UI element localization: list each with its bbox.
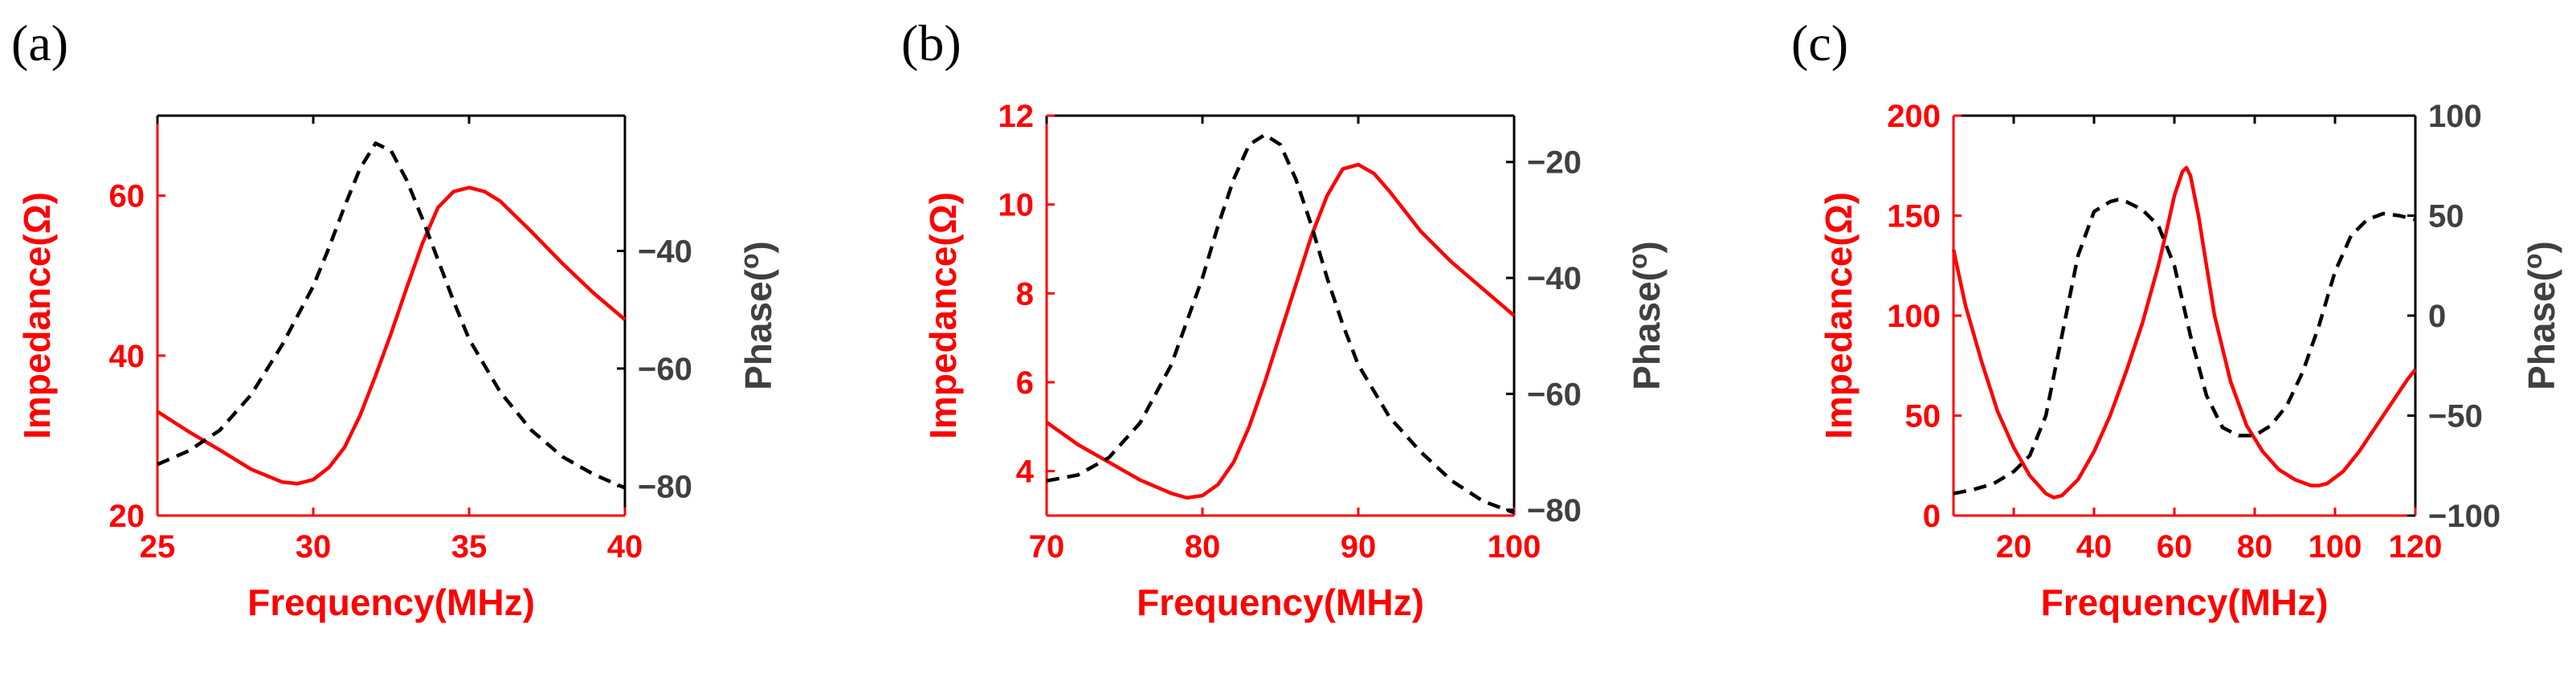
left-y-tick-label: 6 bbox=[1016, 365, 1034, 401]
right-y-tick-label: 0 bbox=[2428, 299, 2446, 334]
panel-label: (a) bbox=[11, 14, 68, 71]
left-y-tick-label: 150 bbox=[1887, 199, 1941, 235]
left-y-tick-label: 60 bbox=[109, 179, 145, 214]
right-y-tick-label: 50 bbox=[2428, 199, 2464, 235]
x-tick-label: 40 bbox=[607, 529, 643, 565]
x-tick-label: 35 bbox=[451, 529, 488, 565]
right-y-tick-label: −40 bbox=[638, 234, 692, 269]
x-tick-label: 100 bbox=[2309, 529, 2362, 565]
left-y-axis-title: Impedance(Ω) bbox=[1818, 192, 1860, 439]
impedance-curve bbox=[1951, 165, 2417, 500]
x-tick-label: 25 bbox=[140, 529, 176, 565]
x-tick-label: 80 bbox=[1185, 529, 1221, 565]
x-tick-label: 30 bbox=[296, 529, 332, 565]
left-y-tick-label: 4 bbox=[1016, 455, 1035, 490]
right-y-tick-label: −80 bbox=[1527, 493, 1582, 528]
left-y-tick-label: 10 bbox=[998, 188, 1035, 223]
right-y-tick-label: −60 bbox=[1527, 377, 1582, 412]
left-y-tick-label: 20 bbox=[109, 499, 145, 534]
left-y-tick-label: 8 bbox=[1016, 276, 1034, 312]
right-y-tick-label: −20 bbox=[1527, 145, 1582, 181]
left-y-tick-label: 0 bbox=[1923, 499, 1941, 534]
x-tick-label: 70 bbox=[1029, 529, 1065, 565]
impedance-curve bbox=[156, 186, 627, 486]
left-y-axis-title: Impedance(Ω) bbox=[16, 192, 58, 439]
impedance-curve bbox=[1045, 162, 1516, 500]
x-tick-label: 80 bbox=[2237, 529, 2273, 565]
right-y-axis-title: Phase(o) bbox=[1623, 241, 1668, 390]
right-y-axis-title: Phase(o) bbox=[2518, 241, 2562, 390]
right-y-tick-label: −60 bbox=[638, 352, 692, 387]
x-tick-label: 100 bbox=[1488, 529, 1541, 565]
x-axis-title: Frequency(MHz) bbox=[247, 581, 535, 623]
x-tick-label: 120 bbox=[2389, 529, 2443, 565]
right-y-tick-label: 100 bbox=[2428, 99, 2482, 134]
right-y-tick-label: −100 bbox=[2428, 499, 2500, 534]
chart-panel-a: (a) 25 30 35 40 20 40 60 −80 −60 −40 Frequency(MHz)… bbox=[11, 14, 779, 623]
x-axis-title: Frequency(MHz) bbox=[1137, 581, 1424, 623]
panel-label: (c) bbox=[1791, 14, 1848, 71]
x-tick-label: 20 bbox=[1996, 529, 2032, 565]
phase-curve bbox=[1953, 198, 2416, 496]
phase-curve bbox=[157, 141, 626, 490]
x-tick-label: 60 bbox=[2157, 529, 2193, 565]
left-y-tick-label: 40 bbox=[109, 339, 145, 374]
left-y-tick-label: 50 bbox=[1905, 399, 1941, 434]
x-tick-label: 40 bbox=[2076, 529, 2113, 565]
panel-label: (b) bbox=[901, 14, 961, 71]
right-y-tick-label: −50 bbox=[2428, 399, 2483, 434]
chart-panel-c: (c) 20 40 60 80 100 120 0 50 100 150 200 −100 −50 0 50 1… bbox=[1791, 14, 2562, 623]
right-y-tick-label: −80 bbox=[638, 469, 692, 504]
chart-panel-b: (b) 70 80 90 100 4 6 8 10 12 −80 −60 −40 −20 Frequency… bbox=[901, 14, 1668, 623]
right-y-axis-title: Phase(o) bbox=[735, 241, 779, 390]
left-y-axis-title: Impedance(Ω) bbox=[922, 192, 964, 439]
left-y-tick-label: 200 bbox=[1887, 99, 1941, 134]
left-y-tick-label: 12 bbox=[998, 99, 1035, 134]
x-tick-label: 90 bbox=[1341, 529, 1377, 565]
x-axis-title: Frequency(MHz) bbox=[2041, 581, 2329, 623]
right-y-tick-label: −40 bbox=[1527, 261, 1582, 296]
phase-curve bbox=[1046, 133, 1515, 515]
left-y-tick-label: 100 bbox=[1887, 299, 1941, 334]
